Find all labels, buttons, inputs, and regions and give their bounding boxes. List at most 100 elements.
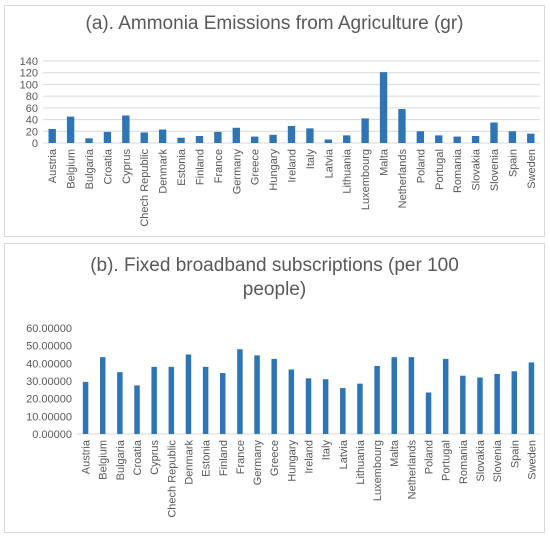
chart-panel-ammonia: (a). Ammonia Emissions from Agriculture …: [4, 5, 545, 237]
x-tick-label: Sweden: [526, 149, 538, 189]
x-tick-label: Netherlands: [397, 149, 409, 209]
bar: [177, 137, 185, 143]
bar: [202, 366, 209, 434]
y-tick-label: 30.00000: [26, 376, 72, 388]
x-tick-label: Austria: [81, 439, 93, 474]
bar: [158, 129, 167, 143]
bar: [460, 375, 466, 434]
bar: [361, 118, 369, 143]
bar: [82, 381, 89, 434]
bar: [442, 358, 449, 434]
bar: [398, 109, 406, 143]
bar: [185, 354, 192, 434]
x-tick-label: Spain: [509, 440, 521, 468]
bar: [117, 372, 123, 434]
bar: [528, 362, 535, 434]
y-tick-label: 10.00000: [26, 411, 72, 423]
x-tick-label: Greece: [250, 149, 262, 185]
x-tick-label: Spain: [507, 149, 519, 177]
bar: [85, 138, 93, 143]
bar: [122, 115, 130, 143]
chart-broadband: 0.00000 10.00000 20.00000 30.00000 40.00000 5…: [26, 323, 540, 518]
x-tick-label: Italy: [321, 440, 333, 461]
bar: [195, 135, 204, 143]
x-tick-label: Belgium: [98, 440, 110, 480]
x-tick-label: Latvia: [338, 439, 350, 469]
x-tick-label: Hungary: [286, 440, 298, 482]
bar: [453, 136, 461, 143]
y-tick-label: 50.00000: [26, 341, 72, 353]
x-tick-label: Romania: [458, 439, 470, 484]
y-tick-label: 60: [26, 103, 38, 115]
x-tick-label: France: [213, 149, 225, 183]
bar: [391, 357, 397, 434]
x-tick-label: Finland: [194, 149, 206, 185]
bar: [343, 135, 351, 143]
x-tick-label: Slovenia: [492, 439, 504, 482]
x-tick-label: Germany: [252, 440, 264, 486]
x-tick-label: Hungary: [268, 149, 280, 191]
x-tick-label: France: [235, 440, 247, 474]
bar: [287, 126, 296, 143]
bar: [140, 132, 148, 143]
x-tick-label: Croatia: [132, 439, 144, 475]
bar: [306, 128, 314, 143]
x-tick-label: Luxembourg: [372, 440, 384, 501]
bar: [99, 357, 106, 434]
y-tick-label: 40.00000: [26, 358, 72, 370]
bar: [435, 135, 443, 143]
x-tick-label: Cyprus: [121, 149, 133, 184]
bar: [254, 355, 260, 434]
x-tick-label: Chech Republic: [166, 440, 178, 518]
bar: [214, 131, 222, 143]
x-tick-label: Poland: [424, 440, 436, 474]
x-tick-label: Latvia: [323, 148, 335, 178]
y-tick-label: 60.00000: [26, 323, 72, 335]
bar: [48, 128, 56, 143]
x-tick-label: Austria: [47, 148, 59, 183]
x-tick-label: Poland: [415, 149, 427, 183]
bar: [408, 357, 415, 434]
x-tick-label: Romania: [452, 148, 464, 193]
y-tick-label: 80: [26, 91, 38, 103]
chart-title: (b). Fixed broadband subscriptions (per …: [90, 255, 459, 300]
x-tick-label: Greece: [269, 440, 281, 476]
bar: [322, 379, 329, 434]
x-tick-label: Luxembourg: [360, 149, 372, 210]
bar: [490, 122, 498, 143]
bar: [527, 133, 535, 143]
bar: [151, 366, 157, 434]
bar: [305, 378, 312, 434]
bar: [288, 369, 295, 434]
bar: [511, 371, 518, 434]
bar: [269, 134, 277, 143]
y-tick-label: 140: [20, 56, 38, 68]
y-tick-label: 40: [26, 115, 38, 127]
bar: [232, 127, 240, 143]
bar: [508, 131, 517, 143]
x-tick-label: Italy: [305, 149, 317, 170]
x-tick-label: Denmark: [183, 440, 195, 485]
x-tick-label: Germany: [231, 149, 243, 195]
x-tick-label: Estonia: [176, 148, 188, 186]
bar: [357, 383, 363, 434]
x-tick-label: Denmark: [158, 149, 170, 194]
bar: [494, 373, 500, 434]
bar: [103, 131, 112, 143]
bar: [477, 377, 483, 434]
bar: [271, 358, 277, 434]
y-tick-label: 120: [20, 68, 38, 80]
x-tick-label: Malta: [389, 439, 401, 467]
x-tick-label: Slovakia: [475, 439, 487, 481]
y-tick-label: 0.00000: [32, 429, 72, 441]
x-tick-label: Chech Republic: [139, 149, 151, 227]
bar: [220, 373, 226, 434]
bar: [324, 139, 332, 143]
chart-title: (a). Ammonia Emissions from Agriculture …: [85, 13, 464, 34]
bar: [134, 385, 140, 434]
x-tick-label: Croatia: [102, 148, 114, 184]
x-tick-label: Bulgaria: [84, 148, 96, 189]
y-tick-label: 20.00000: [26, 394, 72, 406]
y-tick-label: 0: [32, 138, 38, 150]
